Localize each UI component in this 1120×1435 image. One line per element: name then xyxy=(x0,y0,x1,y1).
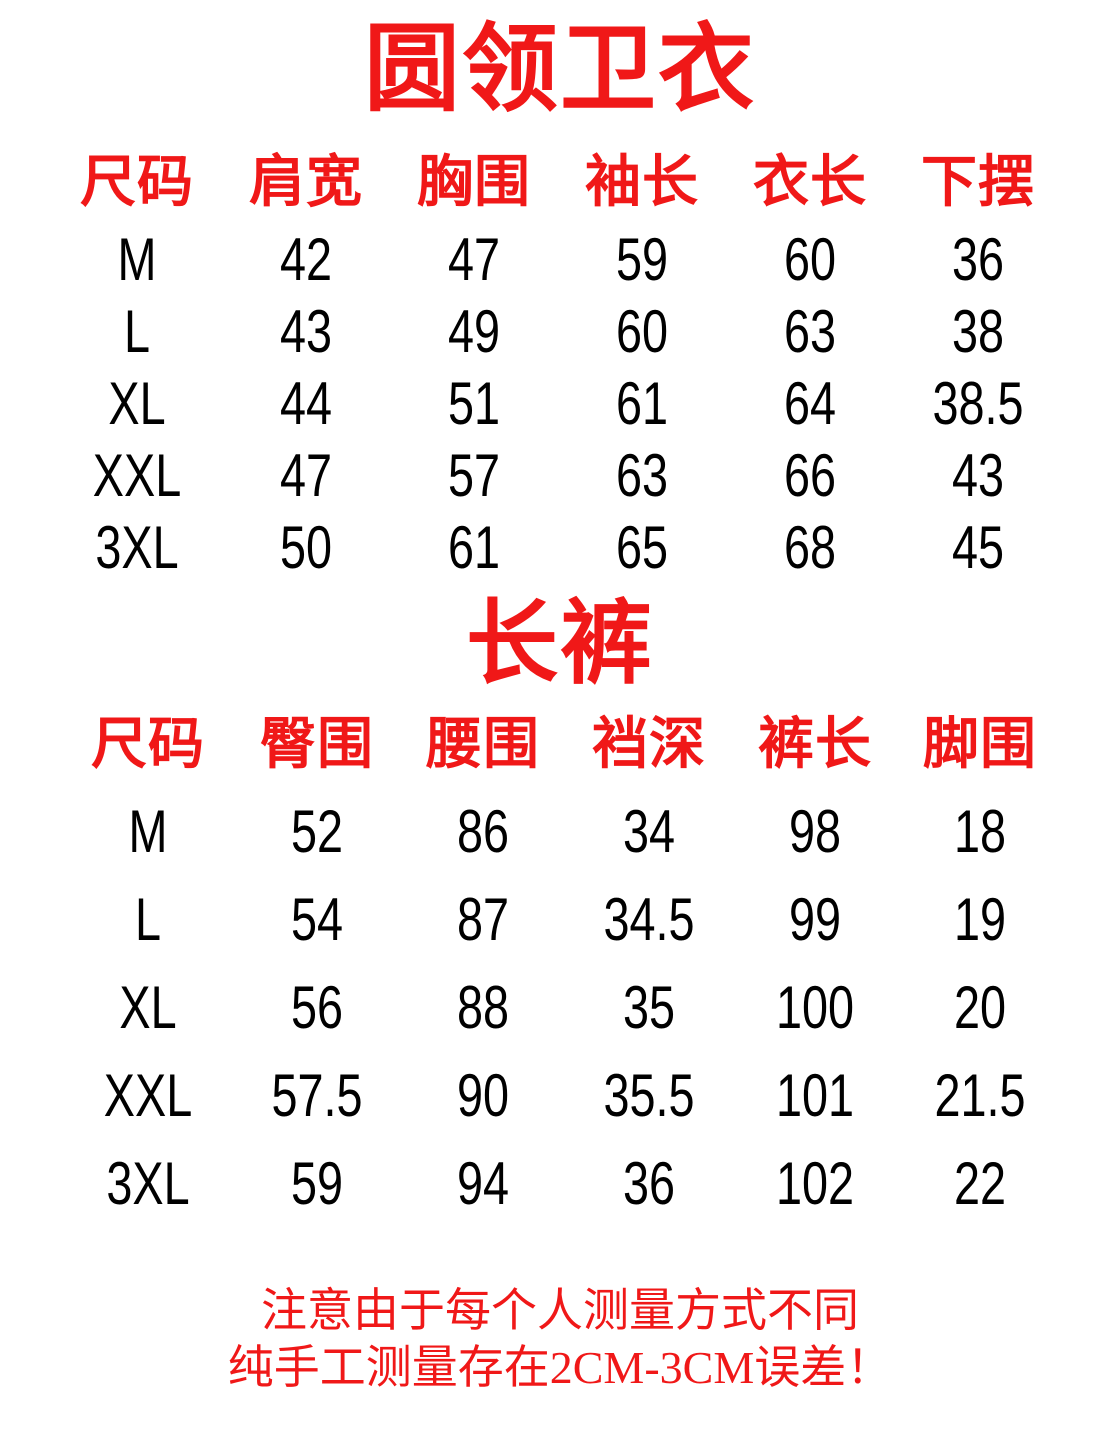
cell-size: XXL xyxy=(92,442,182,509)
cell-legopening: 19 xyxy=(953,886,1007,953)
cell-waist: 88 xyxy=(456,974,510,1041)
table-header-row: 尺码 肩宽 胸围 袖长 衣长 下摆 xyxy=(52,140,1062,224)
table-row: M 42 47 59 60 36 xyxy=(52,224,1062,296)
pants-table-header: 尺码 臀围 腰围 裆深 裤长 脚围 xyxy=(62,700,1062,788)
column-header-rise: 裆深 xyxy=(592,712,706,775)
cell-size: M xyxy=(117,226,157,293)
cell-length: 60 xyxy=(783,226,837,293)
cell-hip: 59 xyxy=(290,1150,344,1217)
column-header-waist: 腰围 xyxy=(426,712,540,775)
column-header-inseam: 裤长 xyxy=(758,712,872,775)
cell-length: 64 xyxy=(783,370,837,437)
sweatshirt-size-table: 尺码 肩宽 胸围 袖长 衣长 下摆 M 42 47 59 60 36 L 43 … xyxy=(52,140,1062,584)
pants-size-table: 尺码 臀围 腰围 裆深 裤长 脚围 M 52 86 34 98 18 L 54 … xyxy=(62,700,1062,1228)
cell-size: 3XL xyxy=(95,514,179,581)
cell-legopening: 20 xyxy=(953,974,1007,1041)
column-header-hem: 下摆 xyxy=(921,150,1035,213)
cell-bust: 47 xyxy=(447,226,501,293)
cell-length: 68 xyxy=(783,514,837,581)
cell-hem: 38.5 xyxy=(932,370,1024,437)
cell-hem: 43 xyxy=(951,442,1005,509)
cell-rise: 34.5 xyxy=(603,886,695,953)
cell-bust: 49 xyxy=(447,298,501,365)
column-header-size: 尺码 xyxy=(91,712,205,775)
table-row: XL 44 51 61 64 38.5 xyxy=(52,368,1062,440)
cell-rise: 35.5 xyxy=(603,1062,695,1129)
cell-size: XL xyxy=(108,370,166,437)
cell-shoulder: 44 xyxy=(279,370,333,437)
cell-legopening: 18 xyxy=(953,798,1007,865)
cell-shoulder: 42 xyxy=(279,226,333,293)
cell-pantlength: 99 xyxy=(788,886,842,953)
sweatshirt-section-title: 圆领卫衣 xyxy=(364,16,756,123)
cell-sleeve: 61 xyxy=(615,370,669,437)
cell-hem: 38 xyxy=(951,298,1005,365)
cell-length: 63 xyxy=(783,298,837,365)
table-row: 3XL 50 61 65 68 45 xyxy=(52,512,1062,584)
cell-rise: 34 xyxy=(622,798,676,865)
cell-pantlength: 98 xyxy=(788,798,842,865)
column-header-length: 衣长 xyxy=(753,150,867,213)
column-header-shoulder: 肩宽 xyxy=(249,150,363,213)
column-header-bust: 胸围 xyxy=(417,150,531,213)
cell-hem: 36 xyxy=(951,226,1005,293)
cell-bust: 61 xyxy=(447,514,501,581)
column-header-size: 尺码 xyxy=(80,150,194,213)
cell-length: 66 xyxy=(783,442,837,509)
table-header-row: 尺码 臀围 腰围 裆深 裤长 脚围 xyxy=(62,700,1062,788)
table-row: L 54 87 34.5 99 19 xyxy=(62,876,1062,964)
cell-size: L xyxy=(123,298,151,365)
cell-sleeve: 65 xyxy=(615,514,669,581)
cell-shoulder: 43 xyxy=(279,298,333,365)
cell-hip: 57.5 xyxy=(271,1062,363,1129)
cell-bust: 51 xyxy=(447,370,501,437)
pants-table-body: M 52 86 34 98 18 L 54 87 34.5 99 19 XL 5… xyxy=(62,788,1062,1228)
table-row: XL 56 88 35 100 20 xyxy=(62,964,1062,1052)
cell-sleeve: 59 xyxy=(615,226,669,293)
cell-pantlength: 101 xyxy=(775,1062,855,1129)
cell-rise: 36 xyxy=(622,1150,676,1217)
cell-hem: 45 xyxy=(951,514,1005,581)
cell-bust: 57 xyxy=(447,442,501,509)
column-header-sleeve: 袖长 xyxy=(585,150,699,213)
cell-size: XL xyxy=(119,974,177,1041)
table-row: XXL 47 57 63 66 43 xyxy=(52,440,1062,512)
table-row: 3XL 59 94 36 102 22 xyxy=(62,1140,1062,1228)
table-row: L 43 49 60 63 38 xyxy=(52,296,1062,368)
cell-shoulder: 47 xyxy=(279,442,333,509)
disclaimer-line-1: 注意由于每个人测量方式不同 xyxy=(261,1285,859,1336)
sweatshirt-table-body: M 42 47 59 60 36 L 43 49 60 63 38 XL 44 … xyxy=(52,224,1062,584)
measurement-disclaimer: 注意由于每个人测量方式不同 纯手工测量存在2CM-3CM误差！ xyxy=(0,1282,1120,1396)
cell-hip: 54 xyxy=(290,886,344,953)
cell-rise: 35 xyxy=(622,974,676,1041)
cell-size: M xyxy=(128,798,168,865)
cell-waist: 86 xyxy=(456,798,510,865)
cell-pantlength: 100 xyxy=(775,974,855,1041)
cell-legopening: 22 xyxy=(953,1150,1007,1217)
sweatshirt-table-header: 尺码 肩宽 胸围 袖长 衣长 下摆 xyxy=(52,140,1062,224)
cell-shoulder: 50 xyxy=(279,514,333,581)
cell-waist: 90 xyxy=(456,1062,510,1129)
cell-waist: 87 xyxy=(456,886,510,953)
pants-section-title: 长裤 xyxy=(465,593,654,695)
disclaimer-line-2: 纯手工测量存在2CM-3CM误差！ xyxy=(227,1342,893,1393)
cell-hip: 56 xyxy=(290,974,344,1041)
cell-sleeve: 60 xyxy=(615,298,669,365)
cell-legopening: 21.5 xyxy=(934,1062,1026,1129)
cell-size: 3XL xyxy=(106,1150,190,1217)
cell-sleeve: 63 xyxy=(615,442,669,509)
column-header-legopening: 脚围 xyxy=(923,712,1037,775)
cell-size: L xyxy=(134,886,162,953)
cell-size: XXL xyxy=(103,1062,193,1129)
cell-pantlength: 102 xyxy=(775,1150,855,1217)
cell-hip: 52 xyxy=(290,798,344,865)
column-header-hip: 臀围 xyxy=(260,712,374,775)
cell-waist: 94 xyxy=(456,1150,510,1217)
table-row: XXL 57.5 90 35.5 101 21.5 xyxy=(62,1052,1062,1140)
table-row: M 52 86 34 98 18 xyxy=(62,788,1062,876)
